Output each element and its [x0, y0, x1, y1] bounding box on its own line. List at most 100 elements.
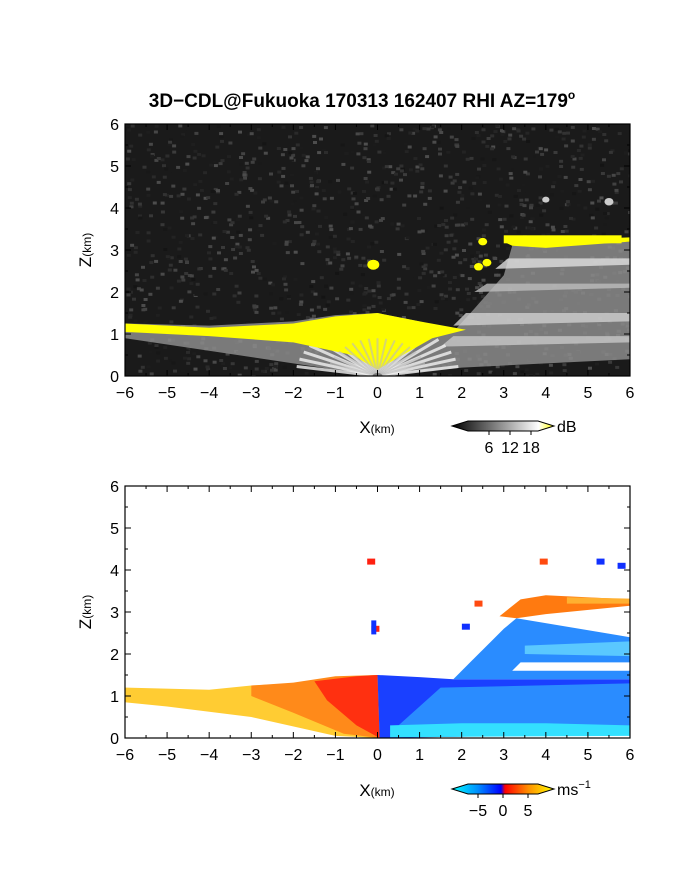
noise-pixel: [300, 225, 305, 229]
beam-ray-inner: [376, 340, 396, 376]
noise-pixel: [549, 371, 554, 375]
noise-pixel: [464, 369, 469, 372]
noise-pixel: [176, 194, 181, 198]
noise-pixel: [213, 221, 218, 224]
noise-pixel: [238, 130, 242, 134]
noise-pixel: [132, 297, 136, 301]
noise-pixel: [284, 240, 289, 244]
noise-pixel: [446, 127, 451, 131]
noise-pixel: [301, 153, 306, 157]
noise-pixel: [176, 279, 181, 283]
noise-pixel: [499, 259, 504, 263]
noise-pixel: [213, 187, 218, 191]
noise-pixel: [168, 359, 173, 363]
noise-pixel: [546, 233, 551, 237]
noise-pixel: [434, 300, 439, 304]
noise-pixel: [590, 201, 595, 205]
noise-pixel: [528, 220, 533, 224]
noise-pixel: [228, 366, 233, 370]
noise-pixel: [212, 266, 217, 270]
noise-pixel: [597, 130, 602, 134]
noise-pixel: [281, 166, 286, 170]
noise-pixel: [163, 346, 168, 349]
noise-pixel: [305, 155, 310, 159]
noise-pixel: [299, 300, 304, 304]
noise-pixel: [324, 216, 329, 219]
noise-pixel: [242, 173, 247, 177]
noise-pixel: [462, 249, 466, 252]
noise-pixel: [288, 151, 293, 155]
noise-pixel: [293, 250, 298, 254]
noise-pixel: [509, 214, 514, 218]
noise-pixel: [356, 210, 361, 214]
noise-pixel: [444, 225, 449, 229]
noise-pixel: [472, 296, 477, 300]
noise-pixel: [421, 271, 426, 275]
noise-pixel: [475, 286, 480, 290]
noise-pixel: [563, 225, 568, 228]
noise-pixel: [254, 310, 259, 314]
noise-pixel: [406, 306, 411, 310]
noise-pixel: [405, 267, 410, 271]
noise-pixel: [495, 124, 500, 128]
noise-pixel: [311, 278, 316, 282]
noise-pixel: [225, 230, 230, 234]
noise-pixel: [198, 233, 203, 237]
noise-pixel: [399, 128, 404, 132]
noise-pixel: [156, 180, 161, 184]
y-tick-label: 0: [110, 731, 119, 748]
noise-pixel: [358, 284, 363, 288]
noise-pixel: [367, 289, 372, 293]
noise-pixel: [311, 243, 315, 247]
noise-pixel: [129, 205, 134, 209]
noise-pixel: [141, 265, 145, 269]
noise-pixel: [451, 296, 456, 300]
noise-pixel: [314, 192, 319, 196]
noise-pixel: [229, 177, 234, 181]
noise-pixel: [147, 341, 152, 345]
noise-pixel: [520, 216, 525, 220]
noise-pixel: [521, 213, 526, 217]
elevated-layer-top: [503, 235, 622, 244]
noise-pixel: [380, 217, 385, 221]
noise-pixel: [180, 216, 185, 220]
noise-pixel: [160, 210, 165, 214]
noise-pixel: [187, 357, 192, 361]
noise-pixel: [250, 160, 255, 164]
x-tick-label: 0: [373, 385, 382, 402]
noise-pixel: [156, 359, 161, 363]
noise-pixel: [150, 254, 155, 258]
noise-pixel: [540, 152, 545, 156]
noise-pixel: [526, 226, 531, 230]
noise-pixel: [152, 201, 157, 205]
noise-pixel: [478, 128, 483, 132]
noise-pixel: [239, 178, 244, 182]
noise-pixel: [245, 204, 250, 208]
noise-pixel: [432, 140, 437, 144]
noise-pixel: [493, 130, 498, 134]
noise-pixel: [482, 181, 487, 184]
noise-pixel: [191, 278, 196, 281]
noise-pixel: [628, 149, 630, 153]
noise-pixel: [442, 274, 447, 278]
noise-pixel: [347, 256, 352, 260]
noise-pixel: [390, 222, 395, 226]
noise-pixel: [403, 300, 408, 304]
noise-pixel: [313, 141, 317, 144]
noise-pixel: [454, 223, 459, 227]
noise-pixel: [374, 240, 379, 244]
noise-pixel: [538, 201, 543, 205]
noise-pixel: [258, 146, 263, 150]
noise-pixel: [142, 165, 147, 169]
noise-pixel: [375, 188, 380, 192]
x-tick-label: −3: [242, 385, 260, 402]
noise-pixel: [407, 194, 412, 198]
noise-pixel: [438, 152, 442, 156]
noise-pixel: [279, 297, 284, 301]
beam-ray-inner: [351, 342, 379, 376]
noise-pixel: [455, 200, 460, 204]
noise-pixel: [437, 271, 442, 275]
noise-pixel: [433, 242, 437, 246]
y-tick-label: 3: [110, 605, 119, 622]
noise-pixel: [274, 362, 279, 366]
